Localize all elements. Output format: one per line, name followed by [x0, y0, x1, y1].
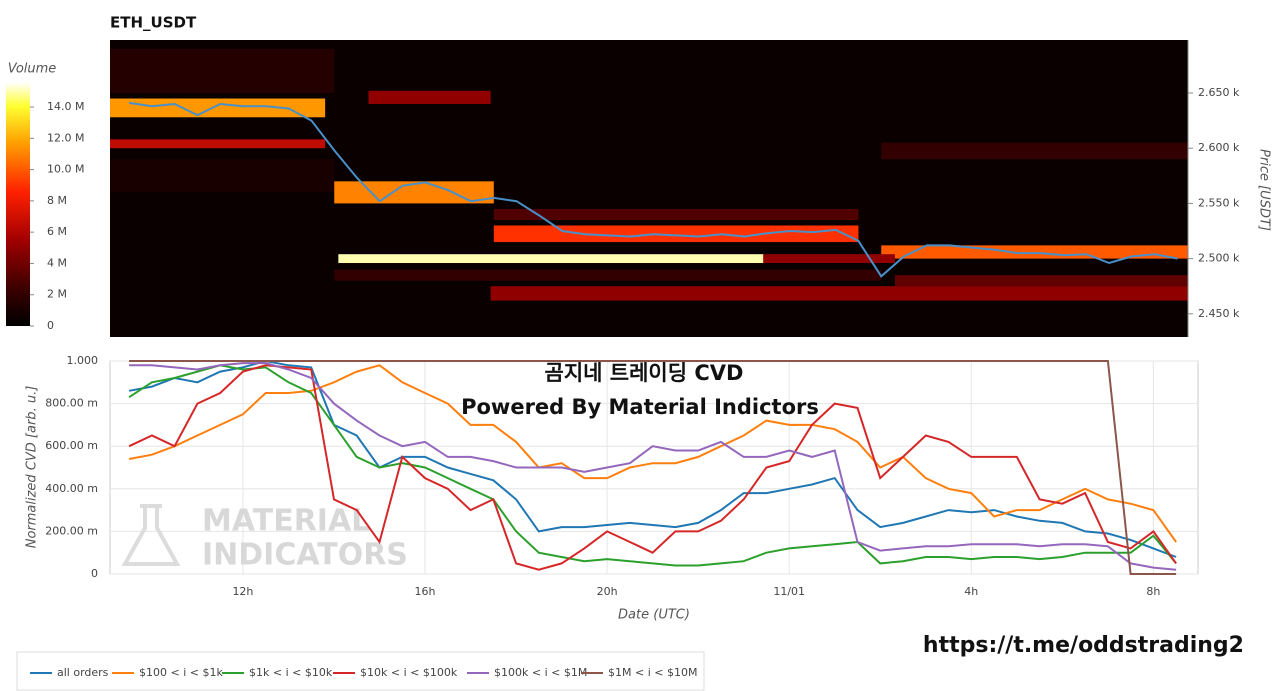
cvd-line: [129, 360, 1177, 575]
cvd-line: [128, 364, 1177, 571]
heat-cell: [490, 286, 1189, 301]
heat-cell: [762, 254, 895, 264]
x-tick-label: 11/01: [773, 585, 805, 598]
legend-box: [16, 651, 705, 691]
colorbar: [6, 82, 30, 326]
x-tick-label: 20h: [597, 585, 618, 598]
legend-label: $10k < i < $100k: [360, 666, 458, 679]
x-tick-label: 4h: [964, 585, 978, 598]
legend-label: $100 < i < $1k: [139, 666, 223, 679]
y-tick-label: 1.000: [67, 354, 99, 367]
colorbar-tick-label: 10.0 M: [47, 163, 84, 176]
cvd-line: [128, 359, 1177, 558]
watermark: MATERIAL: [202, 504, 370, 539]
chart-title: ETH_USDT: [110, 14, 197, 32]
cvd-line: [128, 364, 1177, 567]
y-tick-label: 400.00 m: [45, 482, 98, 495]
y-axis-title: Price [USDT]: [1257, 149, 1272, 231]
heat-cell: [368, 90, 491, 105]
heat-cell: [110, 48, 335, 93]
price-line: [128, 101, 1178, 278]
cvd-line: [129, 362, 1177, 571]
colorbar-tick-label: 2 M: [47, 288, 67, 301]
heat-cell: [110, 139, 326, 149]
colorbar-tick-label: 6 M: [47, 225, 67, 238]
cvd-line: [128, 364, 1177, 543]
legend-label: all orders: [57, 666, 109, 679]
y-tick-label: 800.00 m: [45, 397, 98, 410]
y-tick-label: 2.500 k: [1198, 252, 1240, 265]
colorbar-tick-label: 0: [47, 319, 54, 332]
y-tick-label: 600.00 m: [45, 439, 98, 452]
y-tick-label: 2.650 k: [1198, 86, 1240, 99]
legend-label: $1M < i < $10M: [608, 666, 697, 679]
heat-cell: [334, 181, 494, 204]
legend-label: $1k < i < $10k: [249, 666, 333, 679]
colorbar-tick-label: 14.0 M: [47, 100, 84, 113]
colorbar-tick-label: 8 M: [47, 194, 67, 207]
heat-cell: [881, 245, 1188, 259]
y-tick-label: 2.550 k: [1198, 196, 1240, 209]
annotation: Powered By Material Indictors: [461, 395, 819, 419]
heat-cell: [894, 275, 1188, 287]
colorbar-tick-label: 4 M: [47, 256, 67, 269]
annotation: https://t.me/oddstrading2: [923, 633, 1244, 658]
y-tick-label: 200.00 m: [45, 524, 98, 537]
annotation: 곰지네 트레이딩 CVD: [545, 361, 744, 385]
y-tick-label: 2.450 k: [1198, 307, 1240, 320]
plot-area: [109, 360, 1199, 575]
legend-label: $100k < i < $1M: [494, 666, 587, 679]
heat-cell: [110, 98, 326, 118]
y-tick-label: 2.600 k: [1198, 141, 1240, 154]
heat-cell: [334, 269, 882, 281]
heat-cell: [338, 254, 764, 264]
watermark-icon: [121, 504, 181, 566]
heat-cell: [110, 159, 335, 193]
colorbar-tick-label: 12.0 M: [47, 131, 84, 144]
y-tick-label: 0: [91, 567, 98, 580]
x-tick-label: 12h: [232, 585, 253, 598]
heat-cell: [881, 142, 1188, 160]
y-axis-title: Normalized CVD [arb. u.]: [25, 386, 40, 549]
heat-cell: [493, 225, 859, 243]
x-axis-title: Date (UTC): [618, 608, 690, 623]
heat-cell: [493, 208, 859, 220]
colorbar-title: Volume: [8, 62, 57, 77]
x-tick-label: 16h: [415, 585, 436, 598]
watermark: INDICATORS: [202, 538, 408, 573]
x-tick-label: 8h: [1146, 585, 1160, 598]
